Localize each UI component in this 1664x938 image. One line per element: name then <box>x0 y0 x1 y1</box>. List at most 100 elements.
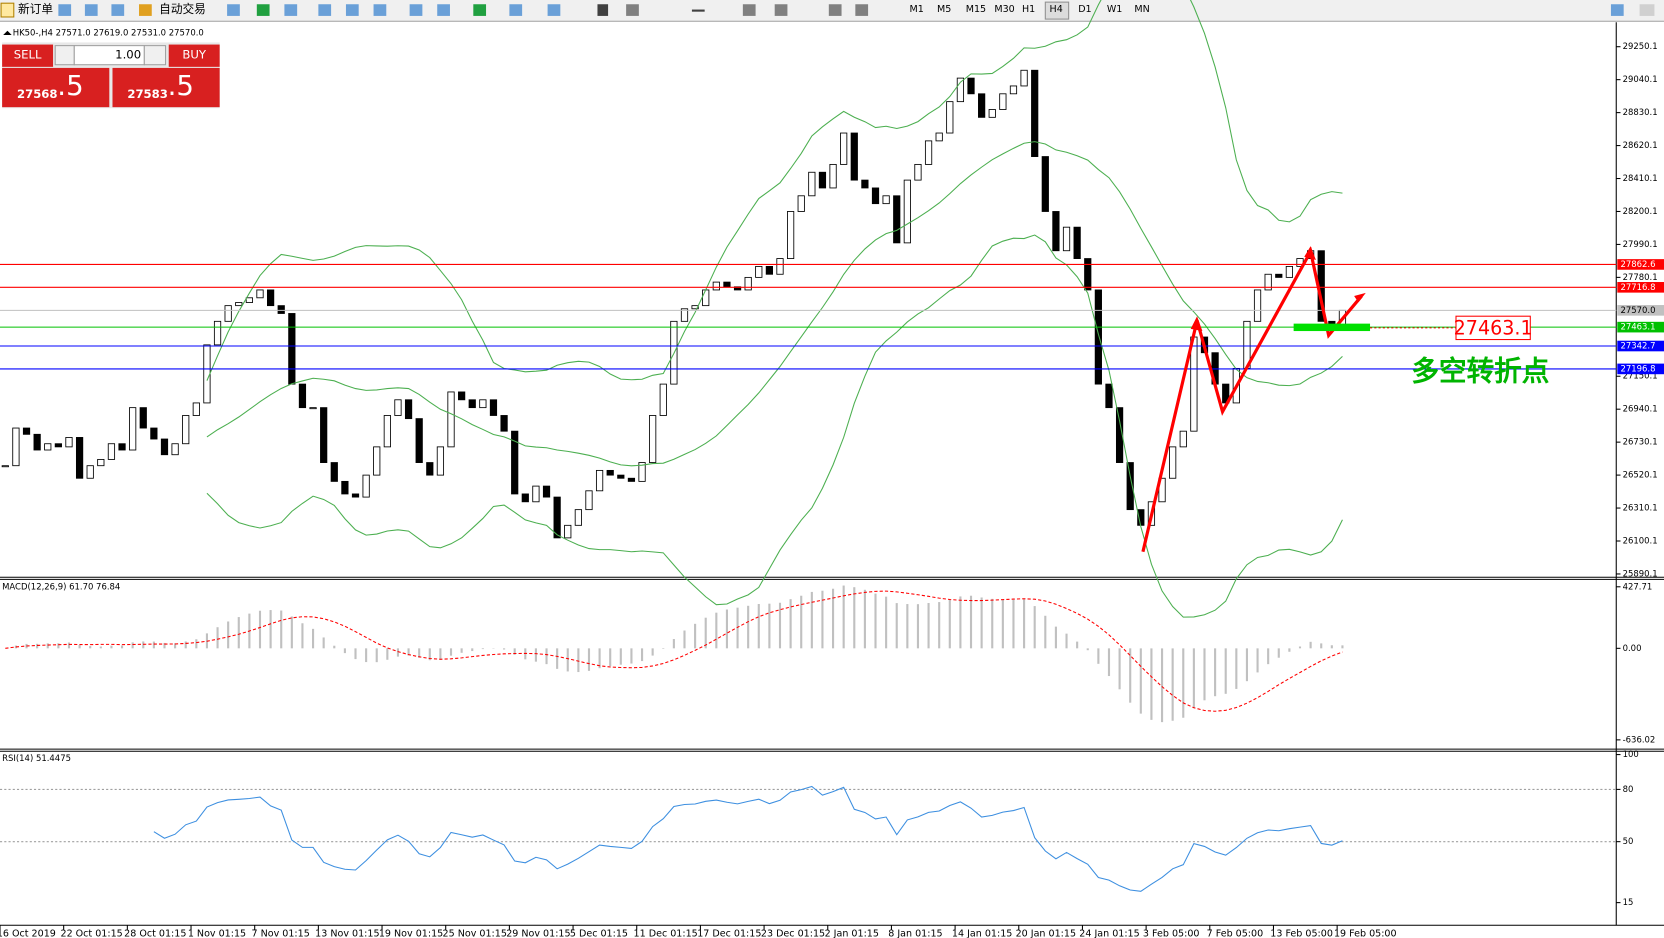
y-tick-label: 28410.1 <box>1623 173 1658 183</box>
pivot-marker <box>1293 323 1371 332</box>
auto-trading-button[interactable]: 自动交易 <box>159 2 206 16</box>
x-tick-label: 11 Dec 01:15 <box>634 928 698 938</box>
candle <box>818 171 827 189</box>
candle <box>595 469 604 492</box>
candle <box>712 281 720 291</box>
candle <box>75 437 84 479</box>
candle <box>882 195 890 205</box>
bid-price[interactable]: 27568 <box>17 87 58 101</box>
candle <box>564 524 572 539</box>
candle <box>946 101 954 134</box>
ask-fraction[interactable]: .5 <box>168 69 194 102</box>
candle <box>182 415 190 445</box>
y-tick-label: 0.00 <box>1623 643 1642 653</box>
buy-label[interactable]: BUY <box>182 48 207 62</box>
lot-value[interactable]: 1.00 <box>115 48 141 62</box>
indicator-title: RSI(14) 51.4475 <box>2 753 71 763</box>
timeframe-button[interactable]: H4 <box>1050 4 1063 15</box>
timeframe-button[interactable]: D1 <box>1078 4 1091 15</box>
candle <box>787 211 795 259</box>
candle <box>1253 289 1262 322</box>
ask-price[interactable]: 27583 <box>127 87 168 101</box>
price-level-box <box>1617 305 1664 316</box>
candle <box>426 462 434 476</box>
x-tick-label: 13 Feb 05:00 <box>1270 928 1333 938</box>
timeframe-button[interactable]: W1 <box>1107 4 1123 15</box>
candle <box>235 302 243 307</box>
x-tick-label: 19 Nov 01:15 <box>379 928 443 938</box>
timeframe-button[interactable]: M30 <box>994 4 1014 15</box>
candle <box>330 462 338 482</box>
candle <box>1105 383 1113 409</box>
candle <box>1179 430 1187 448</box>
x-tick-label: 7 Feb 05:00 <box>1207 928 1264 938</box>
candle <box>22 427 31 435</box>
y-tick-label: 26520.1 <box>1623 470 1658 480</box>
bid-fraction[interactable]: .5 <box>57 69 83 102</box>
x-tick-label: 8 Jan 01:15 <box>888 928 942 938</box>
candle <box>999 93 1007 110</box>
x-tick-label: 22 Oct 01:15 <box>60 928 122 938</box>
ask-box[interactable] <box>112 67 220 108</box>
trade-panel: SELL 1.00 BUY 27568 .5 27583 .5 <box>2 42 220 109</box>
timeframe-button[interactable]: MN <box>1134 4 1149 15</box>
price-level-box <box>1617 340 1664 352</box>
y-tick-label: 26730.1 <box>1623 437 1658 447</box>
x-tick-label: 5 Dec 01:15 <box>570 928 628 938</box>
new-order-button[interactable]: 新订单 <box>18 2 53 16</box>
y-tick-label: 15 <box>1623 897 1634 907</box>
candle <box>1020 69 1028 87</box>
price-level-box <box>1617 282 1664 293</box>
candle <box>362 474 370 498</box>
candle <box>107 443 116 460</box>
lot-down[interactable] <box>54 45 75 66</box>
candle <box>224 305 232 322</box>
candle <box>489 399 498 416</box>
icon <box>0 2 15 18</box>
candle <box>139 407 147 429</box>
sell-button[interactable] <box>2 44 54 67</box>
candle <box>776 258 784 275</box>
macd-signal <box>5 590 1343 712</box>
candle <box>1073 226 1081 259</box>
timeframe-button[interactable]: M5 <box>937 4 951 15</box>
price-level-label: 27342.7 <box>1620 341 1655 351</box>
candle <box>702 289 710 307</box>
candle <box>351 493 360 498</box>
buy-button[interactable] <box>168 44 220 67</box>
timeframe-button[interactable]: M1 <box>909 4 923 15</box>
y-tick-label: 25890.1 <box>1623 568 1658 578</box>
candle <box>320 407 328 463</box>
price-level-box <box>1617 321 1664 333</box>
candle <box>54 443 62 448</box>
candle <box>840 132 848 165</box>
candle <box>150 427 158 440</box>
bollinger-band <box>206 141 1343 467</box>
candle <box>924 140 933 165</box>
lot-up[interactable] <box>143 45 167 66</box>
chart-header: HK50-,H4 27571.0 27619.0 27531.0 27570.0 <box>13 27 204 37</box>
candle <box>574 509 582 526</box>
candle <box>129 407 137 451</box>
rsi-line <box>153 785 1343 892</box>
candle <box>436 446 445 476</box>
active-timeframe <box>1044 1 1070 20</box>
y-tick-label: 80 <box>1623 784 1634 794</box>
y-tick-label: 27990.1 <box>1623 239 1658 249</box>
candle <box>394 399 402 416</box>
candle <box>755 265 763 278</box>
candle <box>606 469 614 476</box>
note: 多空转折点 <box>1411 354 1549 387</box>
bid-box[interactable] <box>2 67 110 108</box>
candle <box>542 485 551 498</box>
candle <box>808 171 816 197</box>
candle <box>500 415 508 432</box>
candle <box>861 179 869 189</box>
timeframe-button[interactable]: H1 <box>1022 4 1035 15</box>
y-tick-label: 28620.1 <box>1623 140 1658 150</box>
timeframe-button[interactable]: M15 <box>966 4 986 15</box>
candle <box>192 402 200 416</box>
sell-label[interactable]: SELL <box>14 48 42 62</box>
candle <box>829 163 837 189</box>
